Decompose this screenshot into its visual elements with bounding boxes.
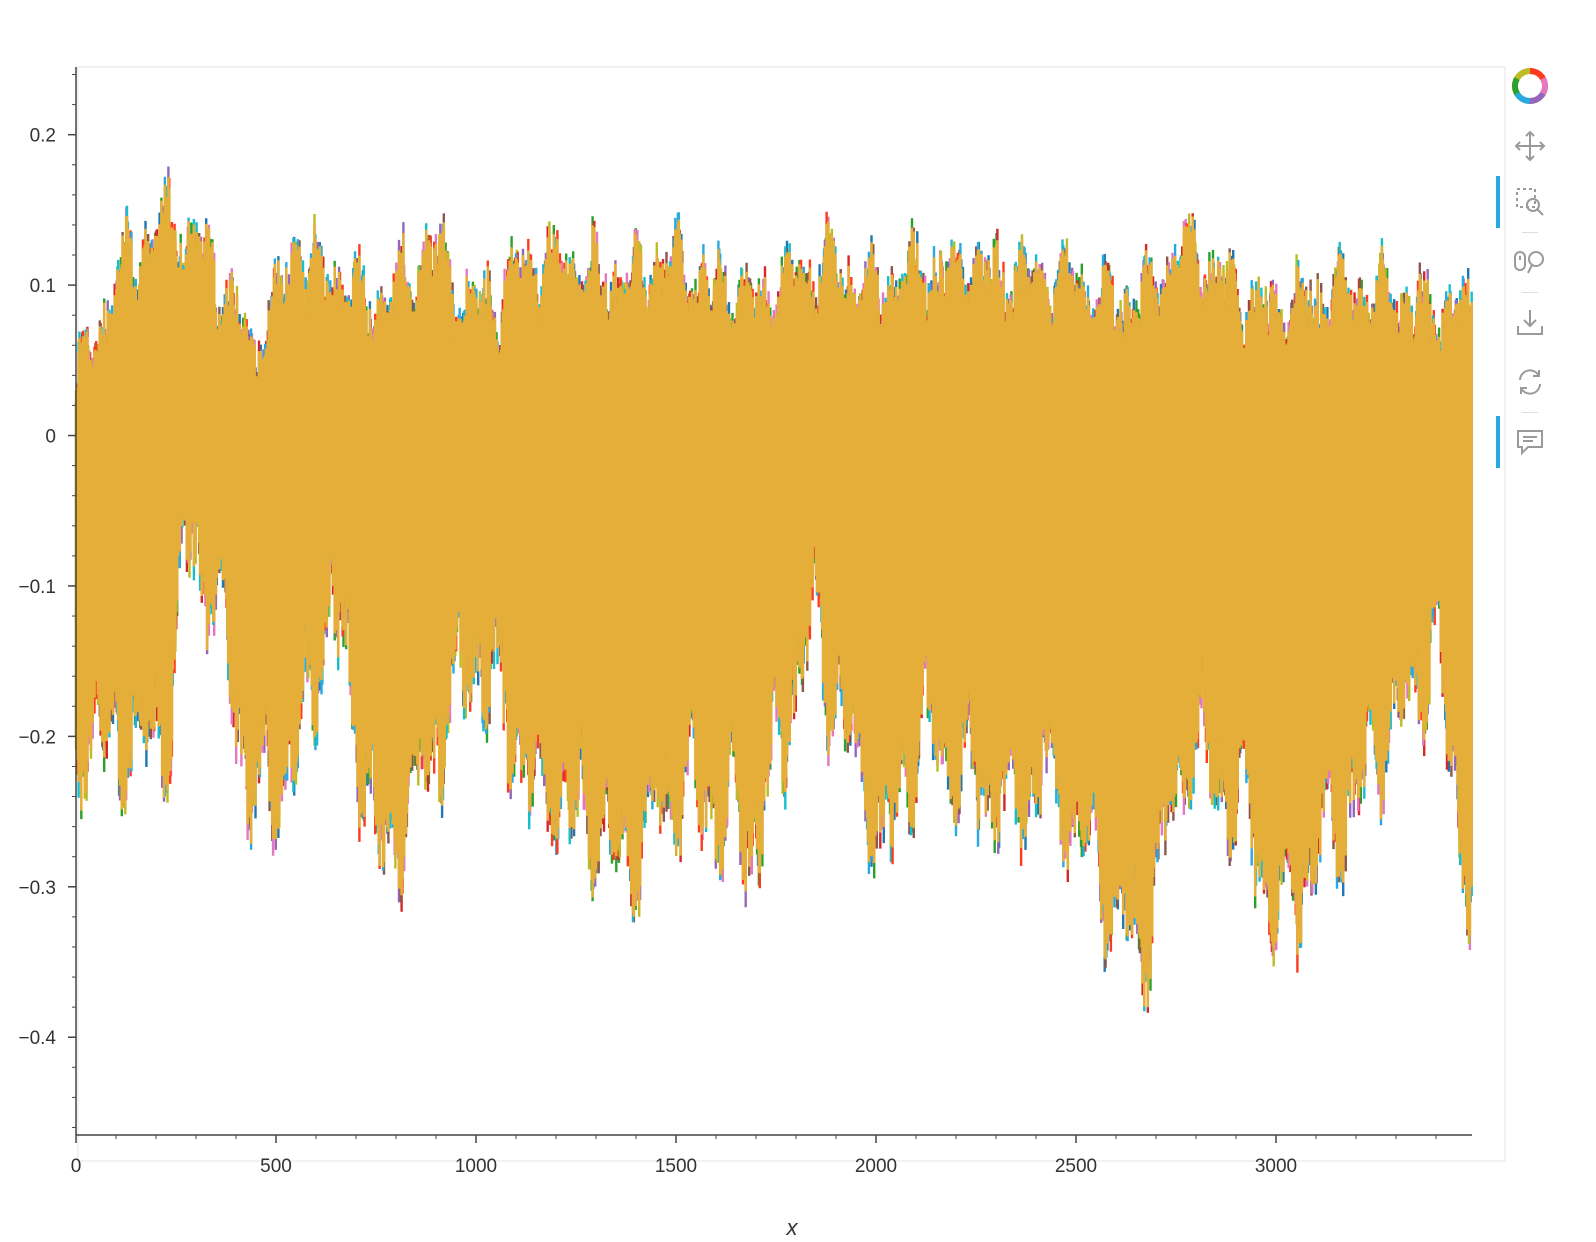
x-tick-label: 2500 — [1055, 1156, 1097, 1177]
hover-icon — [1517, 430, 1543, 456]
x-axis-title: x — [786, 1215, 799, 1240]
x-tick-label: 1000 — [455, 1156, 497, 1177]
y-tick-label: −0.4 — [18, 1028, 56, 1049]
hover-tool[interactable] — [1496, 416, 1560, 468]
x-tick-label: 2000 — [855, 1156, 897, 1177]
y-tick-label: 0.1 — [30, 276, 56, 297]
y-tick-label: −0.3 — [18, 878, 56, 899]
plot-toolbar — [1496, 60, 1560, 500]
reset-icon — [1519, 369, 1541, 395]
wheel-zoom-tool[interactable] — [1500, 236, 1560, 288]
y-tick-label: 0.2 — [30, 126, 56, 147]
box-zoom-icon — [1516, 188, 1544, 216]
toolbar-separator — [1522, 292, 1538, 293]
save-icon — [1517, 310, 1543, 335]
y-tick-label: −0.2 — [18, 727, 56, 748]
wheel-zoom-icon — [1514, 251, 1544, 274]
bokeh-logo-icon — [1512, 67, 1548, 105]
bokeh-logo[interactable] — [1500, 60, 1560, 112]
x-tick-label: 0 — [71, 1156, 82, 1177]
pan-tool[interactable] — [1500, 120, 1560, 172]
x-tick-label: 1500 — [655, 1156, 697, 1177]
toolbar-separator — [1522, 232, 1538, 233]
tick-label-layer: 0 500 1000 1500 2000 2500 3000 0.2 0.1 0 −0.1 −0.2 −… — [18, 126, 1297, 1177]
x-tick-label: 500 — [260, 1156, 292, 1177]
axes-layer — [68, 67, 1472, 1143]
toolbar-separator — [1522, 412, 1538, 413]
reset-tool[interactable] — [1500, 356, 1560, 408]
y-tick-label: 0 — [45, 427, 56, 448]
series-layer — [74, 166, 1473, 1013]
x-tick-label: 3000 — [1255, 1156, 1297, 1177]
pan-icon — [1514, 130, 1546, 162]
box-zoom-tool[interactable] — [1496, 176, 1560, 228]
y-tick-label: −0.1 — [18, 577, 56, 598]
save-tool[interactable] — [1500, 296, 1560, 348]
